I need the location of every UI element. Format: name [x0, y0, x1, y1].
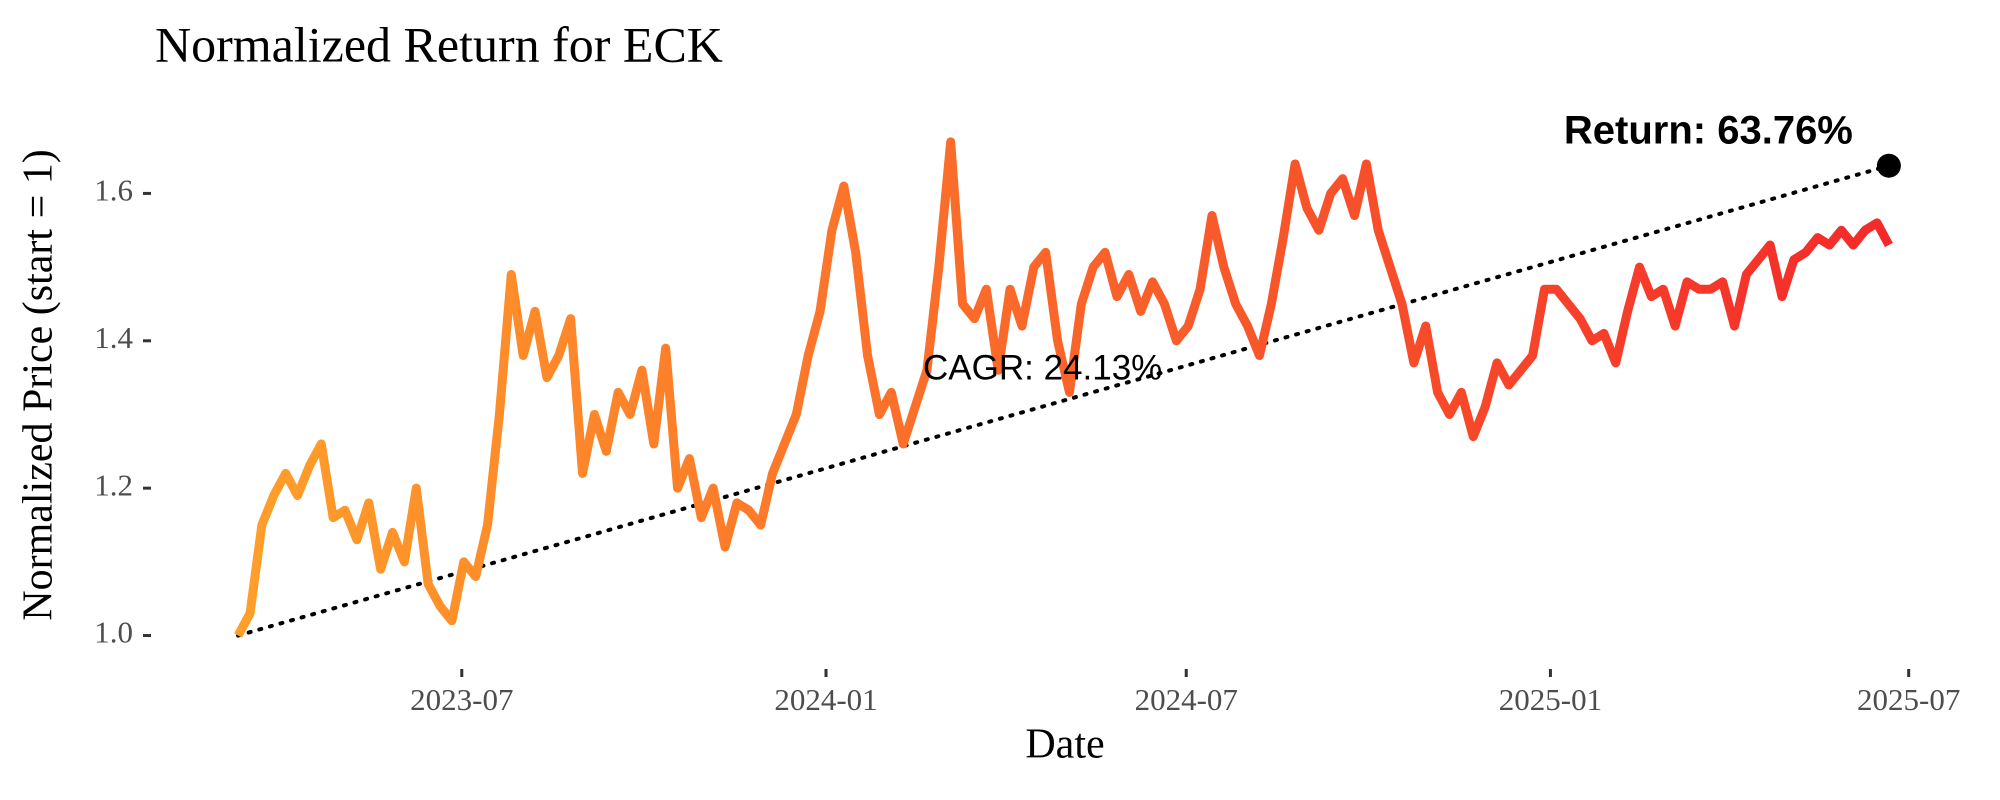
y-axis-label: Normalized Price (start = 1) [16, 149, 62, 621]
y-tick-label: 1.0 [94, 615, 133, 650]
x-tick-label: 2024-07 [1135, 682, 1238, 717]
x-tick-label: 2023-07 [410, 682, 513, 717]
trend-line [236, 163, 1891, 638]
y-tick-label: 1.2 [94, 467, 133, 502]
return-point [1876, 153, 1901, 178]
chart-title: Normalized Return for ECK [155, 16, 723, 72]
x-tick-label: 2024-01 [774, 682, 877, 717]
x-tick-label: 2025-07 [1857, 682, 1960, 717]
y-tick-label: 1.4 [94, 320, 133, 355]
x-tick-label: 2025-01 [1499, 682, 1602, 717]
return-label: Return: 63.76% [1564, 108, 1853, 152]
x-axis-label: Date [1025, 722, 1104, 768]
price-line [234, 137, 1893, 638]
y-tick-label: 1.6 [94, 173, 133, 208]
cagr-label: CAGR: 24.13% [923, 348, 1162, 387]
